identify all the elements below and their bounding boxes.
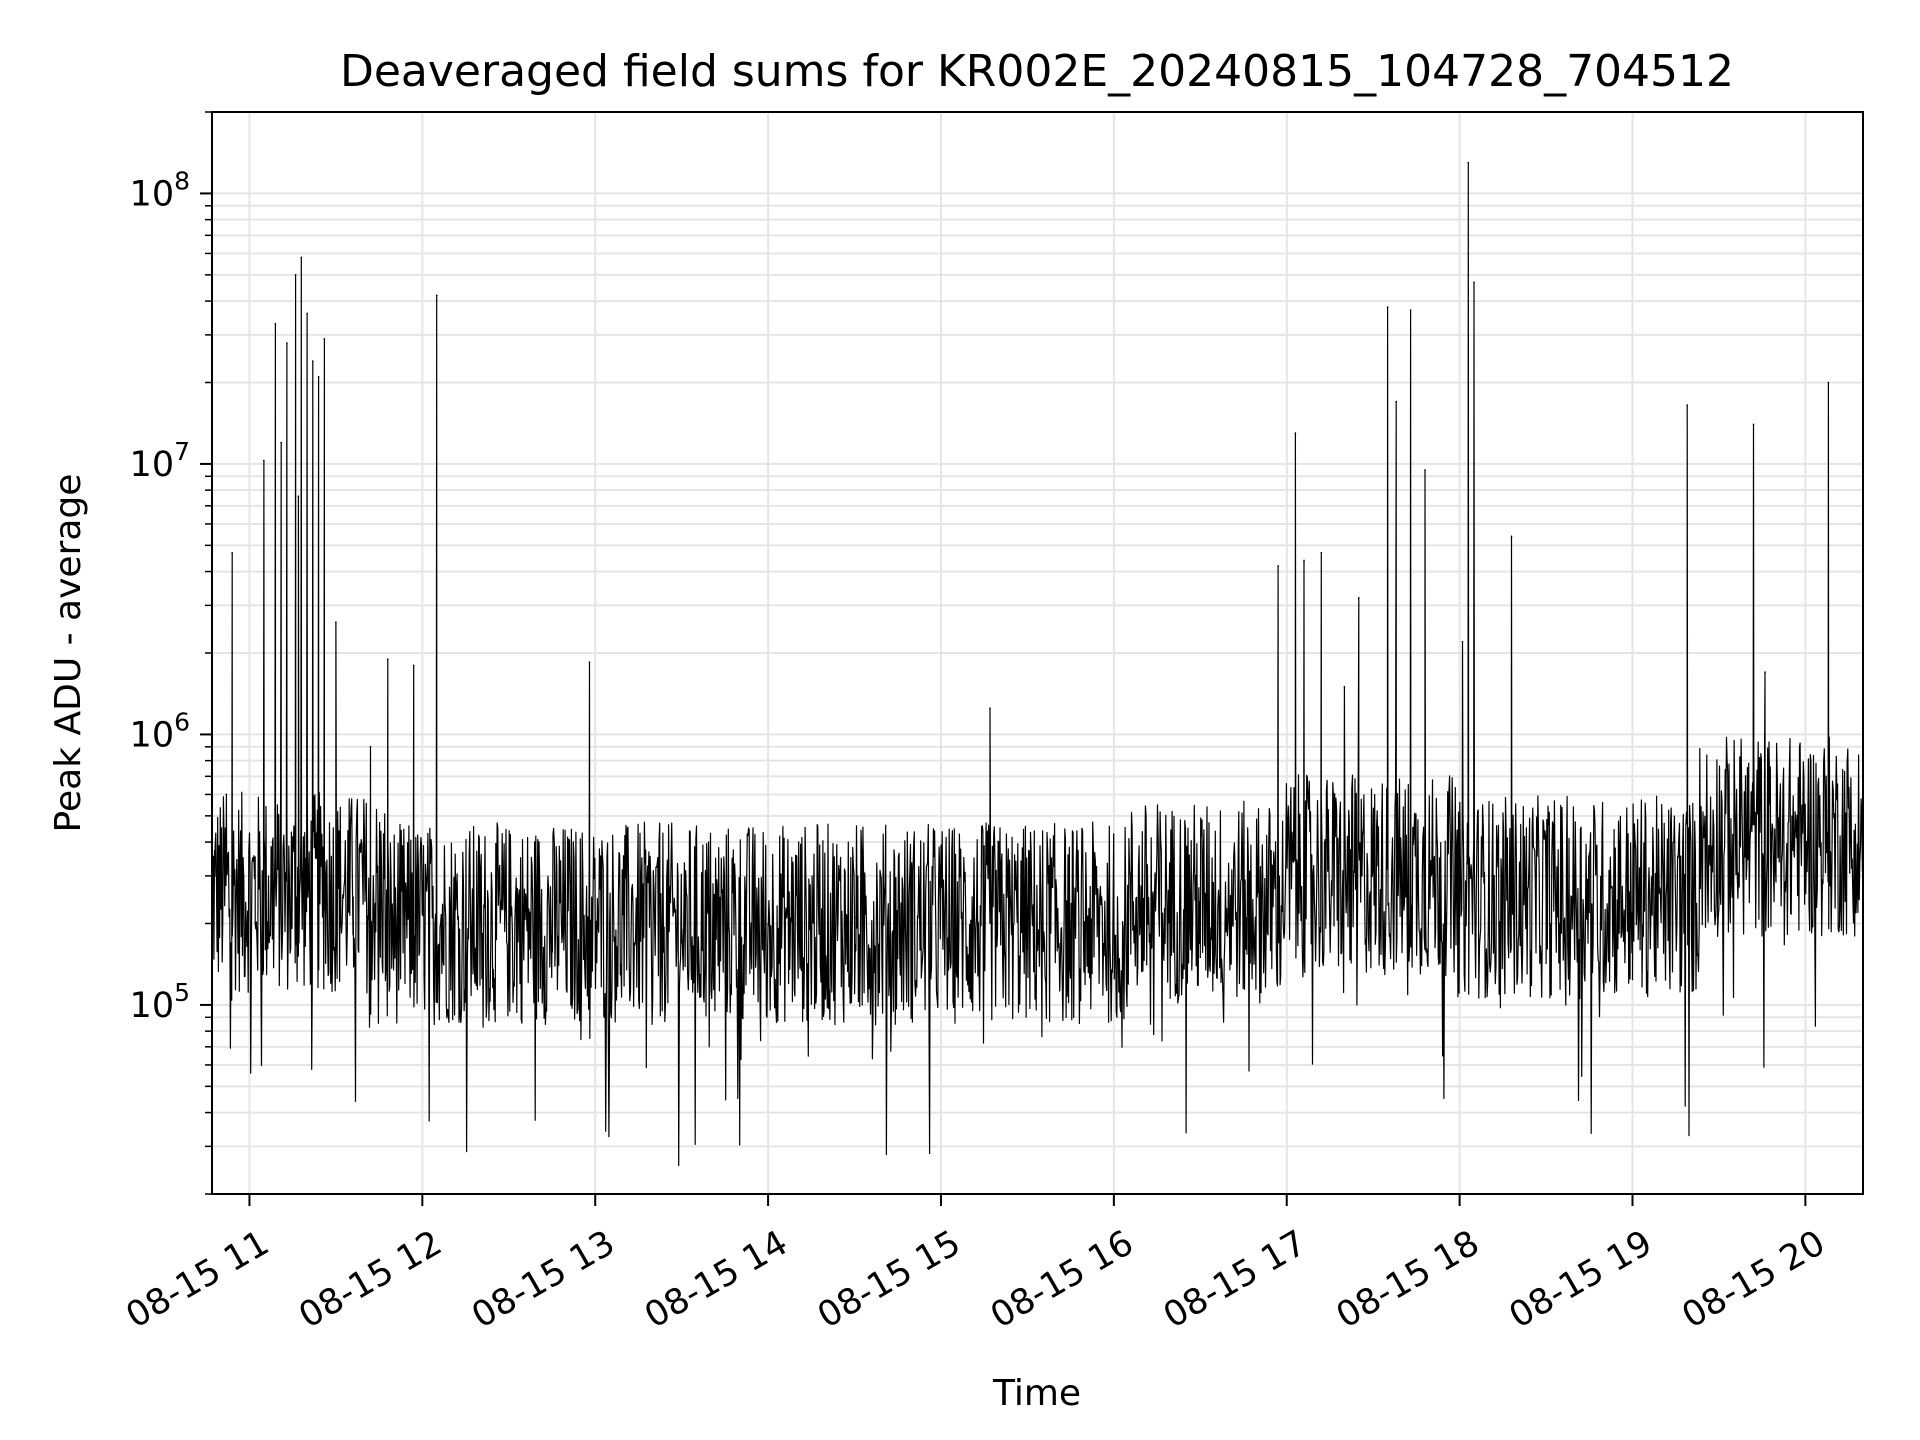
data-point (404, 922, 406, 925)
data-point (300, 256, 303, 259)
data-point (294, 274, 297, 276)
data-point (214, 875, 216, 877)
grid-lines (212, 111, 1863, 1195)
data-point (1493, 875, 1495, 877)
data-point (1461, 641, 1464, 643)
data-point (989, 707, 991, 710)
data-point (1467, 161, 1470, 164)
data-point (983, 911, 985, 914)
data-point (1303, 559, 1305, 562)
data-point (225, 793, 228, 796)
data-point (1827, 381, 1830, 384)
x-axis-label: Time (992, 1373, 1081, 1414)
data-point (1545, 896, 1547, 899)
data-point (1170, 935, 1173, 937)
series-line (211, 162, 1864, 1167)
data-point (306, 312, 308, 315)
data-point (911, 922, 913, 925)
data-point (1764, 671, 1766, 673)
data-point (254, 922, 257, 925)
data-point (323, 338, 326, 340)
data-point (507, 922, 510, 925)
data-point (1631, 911, 1634, 914)
data-point (1395, 400, 1398, 403)
data-point (386, 658, 389, 660)
data-point (1473, 281, 1475, 283)
data-point (1660, 896, 1663, 899)
y-tick-label: 105 (130, 978, 190, 1026)
data-point (1686, 404, 1689, 406)
y-tick-label: 106 (130, 707, 190, 755)
data-point (588, 661, 591, 663)
data-point (352, 896, 354, 899)
data-point (421, 911, 424, 914)
data-point (435, 294, 438, 297)
data-point (450, 911, 452, 914)
data-point (263, 459, 265, 462)
data-point (1424, 469, 1426, 471)
data-point (1257, 891, 1259, 894)
data-point (1752, 423, 1755, 426)
data-point (1386, 306, 1389, 308)
y-axis-label: Peak ADU - average (48, 474, 89, 833)
data-point (312, 360, 314, 362)
data-point (1026, 906, 1029, 908)
data-point (1588, 911, 1591, 914)
data-point (1320, 551, 1323, 554)
data-point (1372, 815, 1374, 817)
data-point (767, 922, 769, 925)
data-point (1199, 956, 1202, 959)
data-point (1718, 875, 1720, 877)
data-point (1277, 565, 1279, 567)
data-point (608, 922, 611, 925)
data-point (271, 841, 274, 843)
data-point (317, 375, 320, 378)
data-point (1113, 911, 1115, 914)
y-tick-label: 107 (130, 437, 190, 485)
data-point (297, 495, 300, 497)
data-point (1444, 875, 1447, 877)
data-point (274, 322, 277, 325)
data-point (335, 621, 337, 623)
data-point (1294, 432, 1297, 434)
data-point (1510, 535, 1513, 538)
data-point (680, 941, 683, 944)
chart-title: Deaveraged field sums for KR002E_2024081… (340, 46, 1734, 97)
data-point (853, 916, 856, 919)
data-point (551, 935, 553, 937)
series-layer (211, 161, 1864, 1167)
data-point (1790, 841, 1792, 843)
data-point (242, 875, 245, 877)
data-point (231, 551, 233, 554)
y-tick-label: 108 (130, 166, 190, 214)
data-point (280, 441, 282, 444)
data-point (286, 342, 288, 344)
data-point (1409, 309, 1412, 312)
data-point (1343, 685, 1346, 688)
data-point (369, 746, 372, 748)
data-point (412, 664, 415, 667)
data-point (1357, 596, 1360, 599)
